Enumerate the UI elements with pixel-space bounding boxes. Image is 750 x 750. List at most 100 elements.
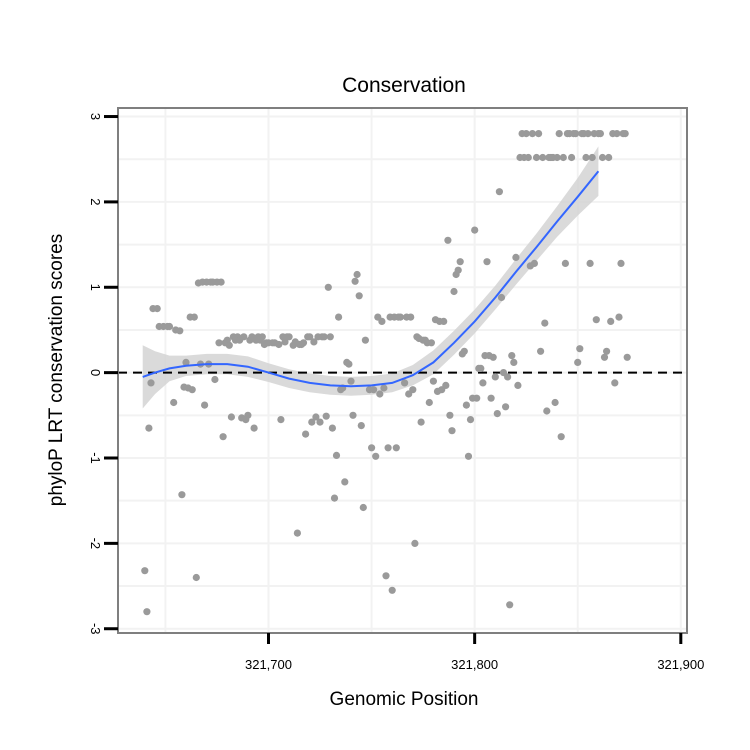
data-point: [380, 384, 388, 392]
y-tick-label: 0: [88, 369, 103, 376]
data-point: [539, 153, 547, 162]
data-point: [586, 259, 594, 267]
data-point: [462, 401, 470, 409]
data-point: [372, 452, 380, 460]
chart-title: Conservation: [342, 74, 466, 97]
data-point: [217, 278, 225, 286]
data-point: [361, 336, 369, 344]
data-point: [477, 364, 485, 372]
data-point: [240, 333, 248, 341]
data-point: [378, 317, 386, 325]
data-points: [141, 130, 631, 616]
data-point: [473, 394, 481, 402]
y-tick-label: -2: [88, 538, 103, 550]
data-point: [537, 347, 545, 355]
data-point: [153, 305, 161, 313]
data-point: [456, 258, 464, 266]
data-point: [464, 452, 473, 460]
data-point: [543, 407, 551, 415]
data-point: [330, 494, 339, 502]
data-point: [471, 226, 479, 234]
data-point: [411, 539, 419, 548]
data-point: [326, 333, 334, 341]
data-point: [623, 353, 631, 361]
data-point: [450, 287, 458, 296]
data-point: [487, 394, 495, 402]
data-point: [170, 398, 178, 407]
data-point: [310, 338, 318, 346]
data-point: [588, 153, 596, 162]
data-point: [615, 313, 623, 321]
data-point: [382, 572, 390, 580]
data-point: [285, 333, 293, 341]
data-point: [514, 381, 522, 389]
data-point: [528, 130, 537, 138]
y-tick-label: 2: [88, 198, 103, 205]
data-point: [561, 259, 570, 267]
data-point: [384, 444, 392, 452]
data-point: [512, 253, 520, 261]
data-point: [530, 259, 539, 267]
data-point: [368, 444, 376, 452]
x-axis: 321,700 321,800 321,900: [245, 633, 704, 672]
data-point: [345, 360, 353, 368]
data-point: [491, 373, 499, 381]
data-point: [611, 379, 619, 387]
data-point: [409, 386, 417, 394]
data-point: [502, 403, 510, 411]
data-point: [147, 379, 155, 387]
data-point: [446, 411, 454, 419]
data-point: [600, 353, 609, 361]
data-point: [370, 386, 378, 394]
x-tick-label: 321,900: [657, 657, 704, 672]
data-point: [322, 412, 330, 420]
y-axis-label: phyloP LRT conservation scores: [46, 234, 67, 507]
data-point: [353, 270, 361, 279]
data-point: [576, 345, 584, 353]
data-point: [396, 313, 404, 321]
data-point: [178, 491, 186, 499]
data-point: [376, 390, 384, 398]
data-point: [407, 313, 415, 321]
data-point: [299, 339, 308, 347]
data-point: [448, 427, 456, 435]
data-point: [392, 444, 400, 452]
data-point: [506, 601, 514, 609]
data-point: [621, 130, 629, 138]
data-point: [165, 322, 174, 331]
data-point: [598, 153, 607, 162]
data-point: [215, 339, 223, 347]
panel-border: [117, 107, 688, 634]
data-point: [444, 236, 452, 244]
data-point: [192, 573, 200, 582]
data-point: [277, 416, 285, 424]
data-point: [582, 153, 590, 162]
data-point: [479, 379, 487, 387]
data-point: [335, 313, 343, 321]
data-point: [613, 130, 621, 138]
x-tick-label: 321,700: [245, 657, 292, 672]
data-point: [250, 424, 258, 432]
data-point: [557, 433, 565, 441]
data-point: [308, 418, 316, 426]
data-point: [596, 130, 605, 138]
data-point: [225, 341, 233, 349]
data-point: [607, 317, 615, 325]
data-point: [584, 130, 592, 138]
data-point: [553, 153, 561, 162]
data-point: [524, 153, 532, 162]
y-tick-label: 1: [88, 284, 103, 291]
data-point: [489, 353, 497, 361]
data-point: [145, 424, 153, 432]
data-point: [312, 413, 320, 421]
data-point: [427, 339, 435, 347]
data-point: [532, 153, 541, 162]
data-point: [293, 529, 301, 537]
data-point: [302, 430, 310, 438]
data-point: [211, 375, 219, 384]
data-point: [603, 347, 611, 355]
data-point: [320, 333, 328, 341]
data-point: [460, 347, 468, 355]
data-point: [275, 340, 283, 349]
data-point: [244, 411, 252, 419]
